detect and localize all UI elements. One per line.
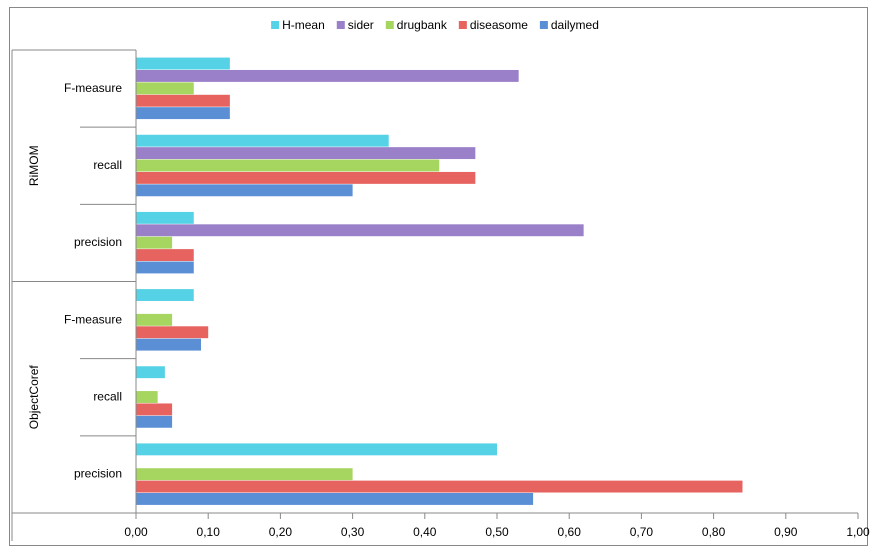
- legend: H-mean sider drugbank diseasome dailymed: [271, 18, 599, 32]
- legend-label: drugbank: [397, 18, 448, 32]
- bar: [136, 313, 173, 326]
- bar: [136, 171, 476, 184]
- bar: [136, 391, 158, 403]
- x-tick-label: 1,00: [846, 525, 870, 539]
- x-tick-label: 0,70: [630, 525, 654, 539]
- bar: [136, 443, 497, 456]
- legend-swatch: [336, 21, 345, 29]
- legend-label: diseasome: [470, 18, 528, 32]
- x-tick-label: 0,30: [341, 525, 365, 539]
- x-tick-label: 0,50: [485, 525, 509, 539]
- bar: [136, 82, 194, 95]
- category-label: F-measure: [64, 312, 122, 326]
- category-label: F-measure: [64, 81, 122, 95]
- legend-label: sider: [348, 18, 374, 32]
- x-tick-label: 0,80: [702, 525, 726, 539]
- bar: [136, 134, 389, 147]
- bar: [136, 415, 173, 428]
- group-label: ObjectCoref: [27, 365, 41, 430]
- legend-label: H-mean: [282, 18, 325, 32]
- bar: [136, 403, 173, 416]
- bar: [136, 289, 194, 301]
- legend-swatch: [271, 21, 280, 29]
- legend-swatch: [539, 21, 548, 29]
- bar: [136, 147, 476, 160]
- bar: [136, 224, 584, 237]
- bar: [136, 338, 201, 351]
- bar: [136, 69, 519, 82]
- bar: [136, 159, 440, 172]
- x-tick-label: 0,00: [124, 525, 148, 539]
- x-tick-label: 0,90: [774, 525, 798, 539]
- category-label: precision: [74, 467, 122, 481]
- bar: [136, 366, 165, 379]
- bar: [136, 184, 353, 197]
- bar: [136, 211, 194, 224]
- bar: [136, 107, 230, 120]
- x-tick-label: 0,60: [558, 525, 582, 539]
- legend-label: dailymed: [551, 18, 599, 32]
- x-tick-label: 0,20: [269, 525, 293, 539]
- bar: [136, 261, 194, 274]
- bar: [136, 468, 353, 481]
- bar: [136, 57, 230, 70]
- bar: [136, 94, 230, 107]
- x-tick-label: 0,40: [413, 525, 437, 539]
- category-label: recall: [93, 389, 122, 403]
- group-label: RiMOM: [27, 145, 41, 186]
- bar: [136, 480, 743, 493]
- category-label: recall: [93, 158, 122, 172]
- bar: [136, 249, 194, 262]
- legend-swatch: [458, 21, 467, 29]
- x-tick-label: 0,10: [197, 525, 221, 539]
- bar: [136, 493, 534, 505]
- category-label: precision: [74, 235, 122, 249]
- legend-swatch: [385, 21, 394, 29]
- bar: [136, 236, 173, 249]
- bar: [136, 326, 209, 339]
